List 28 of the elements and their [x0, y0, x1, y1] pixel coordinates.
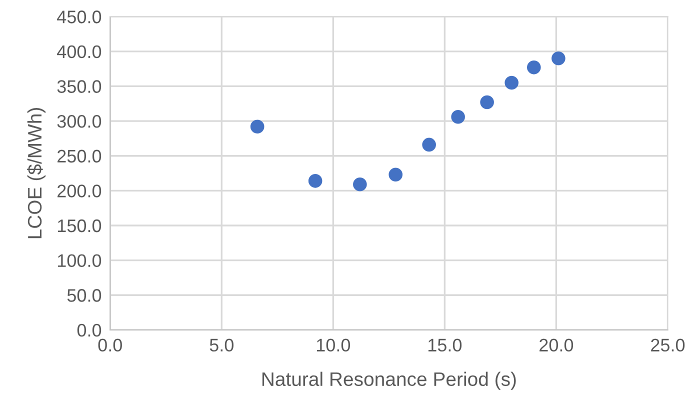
point [388, 168, 403, 182]
point [552, 51, 566, 66]
y-tick-label: 150.0 [58, 219, 102, 232]
x-tick-label: 0.0 [98, 338, 122, 352]
y-tick-label: 50.0 [67, 289, 102, 302]
x-tick-label: 15.0 [428, 338, 462, 352]
x-tick-label: 20.0 [540, 338, 574, 352]
y-axis-title: LCOE ($/MWh) [27, 108, 46, 238]
y-tick-label: 400.0 [57, 45, 102, 58]
point [451, 110, 465, 124]
x-axis-title: Natural Resonance Period (s) [262, 372, 516, 390]
y-tick-label: 0.0 [77, 324, 102, 337]
x-tick-label: 25.0 [651, 338, 685, 352]
y-tick-label: 100.0 [58, 254, 102, 268]
y-tick-label: 450.0 [57, 10, 102, 24]
x-tick-label: 5.0 [210, 338, 234, 352]
point [308, 174, 322, 188]
point [504, 76, 519, 90]
point [526, 60, 541, 74]
point [250, 120, 264, 134]
y-tick-label: 300.0 [57, 114, 102, 128]
point [422, 138, 436, 152]
y-tick-label: 350.0 [57, 80, 102, 93]
point [353, 177, 367, 192]
y-tick-label: 250.0 [58, 150, 102, 163]
x-tick-label: 10.0 [316, 338, 350, 352]
y-tick-label: 200.0 [58, 184, 102, 198]
point [480, 95, 494, 110]
